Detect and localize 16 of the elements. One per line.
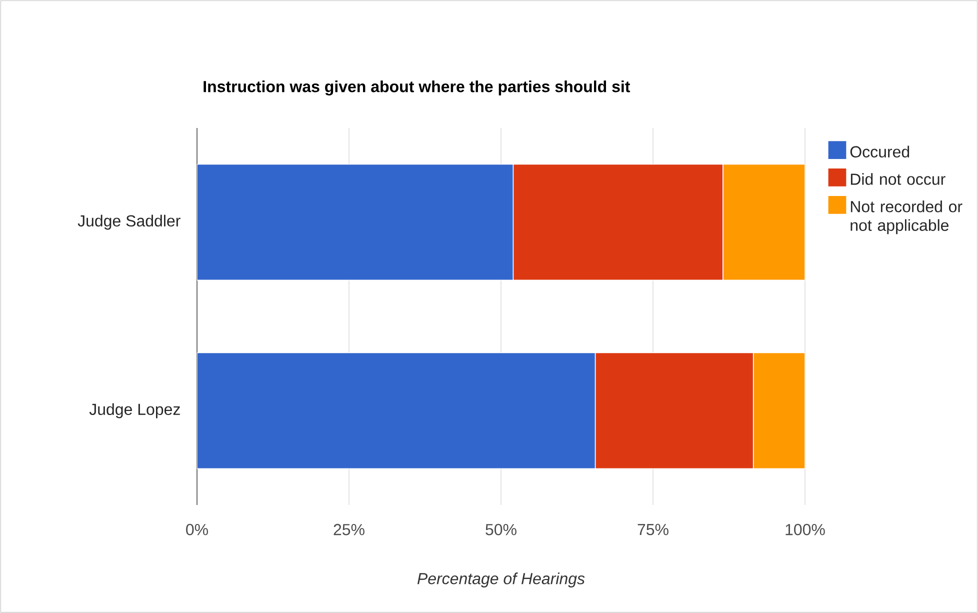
chart-title: Instruction was given about where the parties should sit [204,80,630,96]
bar [722,164,805,281]
y-tick-label: Judge Saddler [78,214,180,230]
bar [752,352,805,470]
x-tick-label: 100% [786,524,825,536]
x-tick-label: 25% [334,524,364,536]
legend-label: Did not occur [850,173,946,185]
bar [197,164,514,281]
legend-label: Occured [850,146,910,158]
y-tick-label: Judge Lopez [89,403,180,418]
bar [197,352,596,470]
x-axis-title: Percentage of Hearings [417,572,585,588]
legend-label: Not recorded or not applicable [850,200,962,234]
x-tick-label: 0% [186,524,208,536]
x-tick-label: 75% [638,524,668,536]
x-tick-label: 50% [486,524,516,536]
